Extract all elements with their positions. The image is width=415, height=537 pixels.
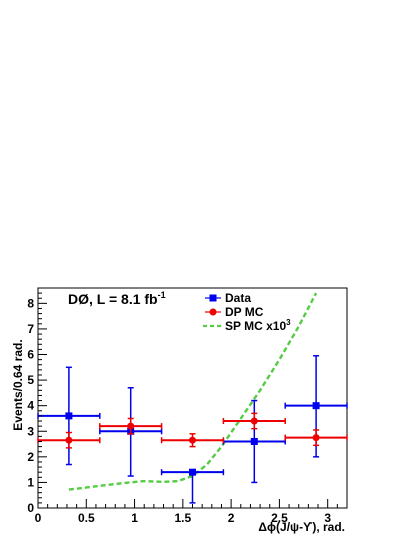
data-point — [250, 437, 258, 445]
dp-mc-point — [127, 422, 135, 430]
y-tick-label: 0 — [27, 501, 34, 515]
data-point — [312, 402, 320, 410]
data-point — [65, 412, 73, 420]
dp-mc-point — [65, 436, 73, 444]
dp-mc-point — [312, 434, 320, 442]
y-tick-label: 3 — [27, 424, 34, 438]
sp-mc-curve — [68, 292, 318, 491]
x-tick-label: 1.5 — [175, 511, 192, 525]
legend-label-dp-mc: DP MC — [225, 305, 264, 319]
data-point — [189, 468, 196, 476]
legend-entry-dp-mc: DP MC — [205, 305, 264, 319]
plot-annotation: DØ, L = 8.1 fb-1 — [68, 290, 166, 307]
legend-marker-dp-mc — [209, 308, 217, 316]
legend-entry-data: Data — [205, 291, 251, 305]
dp-mc-point — [250, 417, 258, 425]
legend: Data DP MC SP MC x103 — [203, 291, 291, 333]
x-tick-label: 1 — [131, 511, 138, 525]
x-tick-label: 0 — [35, 511, 42, 525]
x-tick-label: 2 — [228, 511, 235, 525]
chart-marks — [37, 292, 348, 504]
dp-mc-point — [189, 436, 196, 444]
y-tick-label: 7 — [27, 322, 34, 336]
legend-entry-sp-mc: SP MC x103 — [203, 318, 291, 333]
axes: 0 0.5 1 1.5 2 2.5 3 0 1 2 3 4 5 6 7 8 — [27, 292, 338, 525]
x-axis-title: Δϕ(J/ψ-ϒ), rad. — [258, 520, 345, 534]
y-tick-label: 8 — [27, 296, 34, 310]
legend-marker-data — [209, 294, 217, 302]
y-tick-label: 2 — [27, 450, 34, 464]
legend-label-data: Data — [225, 291, 251, 305]
x-tick-label: 0.5 — [78, 511, 95, 525]
y-tick-label: 4 — [27, 399, 34, 413]
x-tick-label: 2.5 — [271, 511, 288, 525]
legend-label-sp-mc: SP MC x103 — [225, 318, 291, 333]
y-tick-label: 6 — [27, 348, 34, 362]
y-tick-label: 1 — [27, 475, 34, 489]
y-axis-title: Events/0.64 rad. — [11, 339, 25, 430]
y-tick-label: 5 — [27, 373, 34, 387]
x-tick-label: 3 — [324, 511, 331, 525]
